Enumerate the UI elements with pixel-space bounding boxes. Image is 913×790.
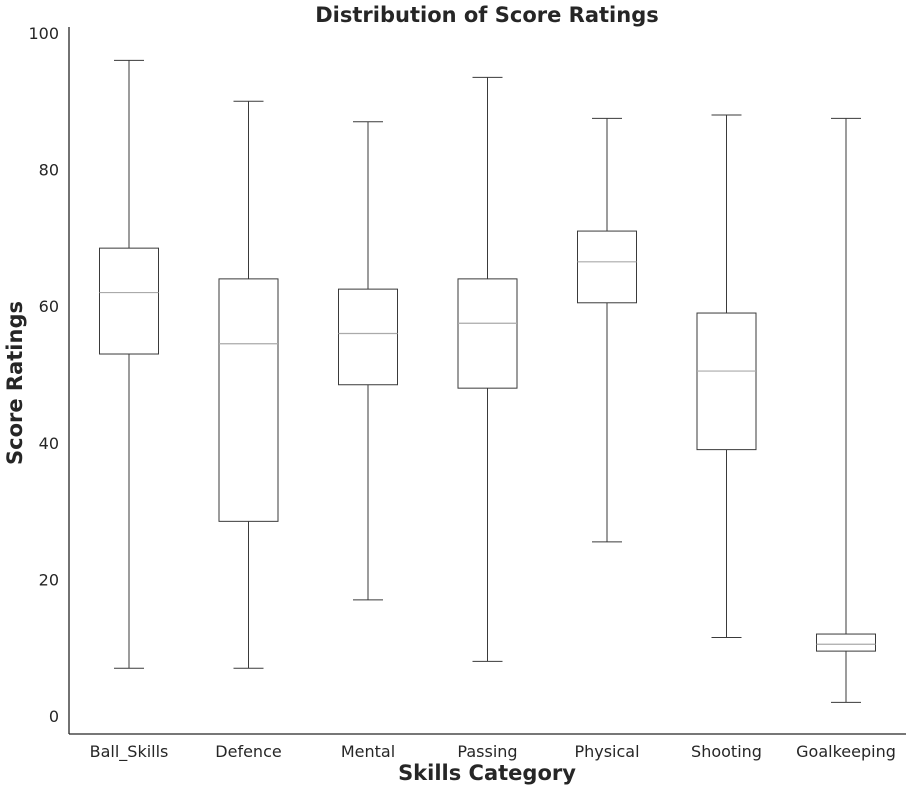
y-tick-label: 60 xyxy=(39,297,59,316)
y-tick-label: 40 xyxy=(39,434,59,453)
x-axis-ticks: Ball_Skills Defence Mental Passing Physical S… xyxy=(90,742,896,762)
plot-area xyxy=(99,59,876,703)
x-tick-label: Physical xyxy=(574,742,639,761)
box-defence xyxy=(218,100,279,669)
iqr-box xyxy=(696,312,757,451)
y-axis-label: Score Ratings xyxy=(3,301,27,465)
box-shooting xyxy=(696,114,757,638)
y-tick-label: 80 xyxy=(39,161,59,180)
y-tick-label: 0 xyxy=(49,707,59,726)
x-tick-label: Passing xyxy=(457,742,517,761)
iqr-box xyxy=(338,288,398,386)
iqr-box xyxy=(457,278,518,389)
y-tick-label: 100 xyxy=(28,24,59,43)
iqr-box xyxy=(577,230,637,304)
iqr-box xyxy=(218,278,279,522)
x-tick-label: Shooting xyxy=(691,742,762,761)
box-goalkeeping xyxy=(816,117,876,703)
y-axis-ticks: 0 20 40 60 80 100 xyxy=(28,24,59,726)
x-tick-label: Ball_Skills xyxy=(90,742,169,762)
y-tick-label: 20 xyxy=(39,570,59,589)
box-physical xyxy=(577,117,637,543)
box-ball-skills xyxy=(99,59,159,669)
x-tick-label: Goalkeeping xyxy=(796,742,896,761)
box-passing xyxy=(457,76,518,662)
chart-title: Distribution of Score Ratings xyxy=(315,3,658,27)
x-tick-label: Defence xyxy=(215,742,281,761)
x-axis-label: Skills Category xyxy=(398,761,576,785)
iqr-box xyxy=(816,633,876,652)
iqr-box xyxy=(99,247,159,355)
box-mental xyxy=(338,121,398,601)
x-tick-label: Mental xyxy=(341,742,395,761)
